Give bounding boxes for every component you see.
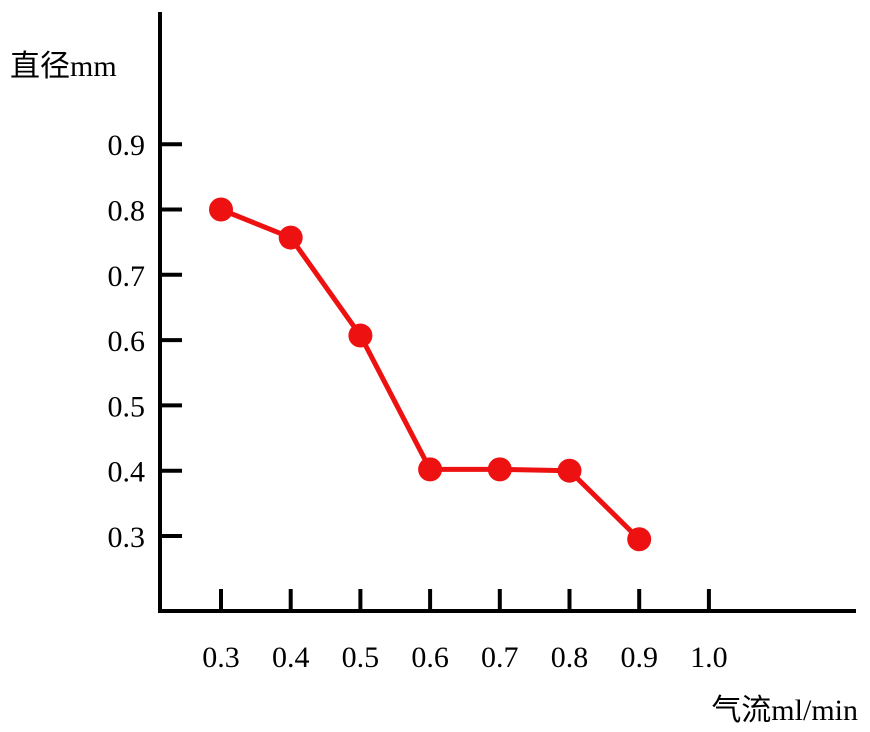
y-axis-label: 直径mm [10,50,117,83]
x-tick-label: 0.4 [272,641,310,674]
x-axis-label: 气流ml/min [711,694,858,727]
data-point [348,323,373,348]
y-tick-label: 0.8 [108,195,146,228]
x-tick-label: 0.3 [202,641,240,674]
x-tick-label: 0.9 [620,641,658,674]
y-tick-label: 0.9 [108,129,146,162]
x-tick-label: 1.0 [690,641,728,674]
y-tick-label: 0.4 [108,456,146,489]
x-ticks: 0.3 0.4 0.5 0.6 0.7 0.8 0.9 1.0 [202,589,728,674]
y-ticks: 0.3 0.4 0.5 0.6 0.7 0.8 0.9 [108,129,182,554]
data-point [557,458,582,483]
data-point [418,457,443,482]
axes [158,12,856,613]
data-point [278,225,303,250]
series-line [220,207,641,542]
x-tick-label: 0.8 [551,641,589,674]
x-tick-label: 0.5 [342,641,380,674]
x-tick-label: 0.7 [481,641,519,674]
y-tick-label: 0.6 [108,325,146,358]
data-point [209,197,233,222]
y-tick-label: 0.3 [108,521,146,554]
y-tick-label: 0.5 [108,390,146,423]
data-point [627,527,652,552]
series-group [209,197,652,552]
x-tick-label: 0.6 [411,641,449,674]
data-point [487,457,512,482]
y-tick-label: 0.7 [108,260,146,293]
